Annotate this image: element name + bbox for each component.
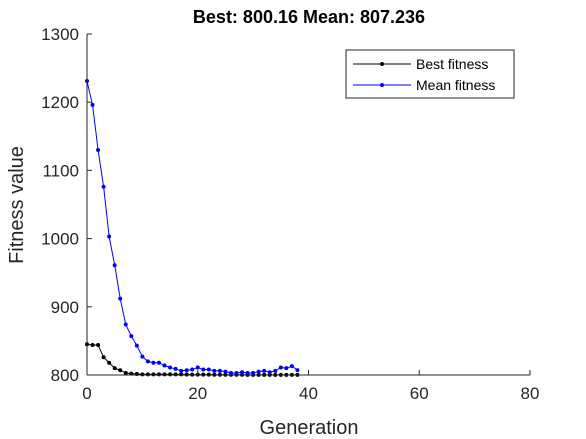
legend-marker-0 <box>380 62 384 66</box>
data-point <box>145 359 150 364</box>
x-tick-label: 60 <box>410 384 429 403</box>
data-point <box>256 369 261 374</box>
y-axis-label: Fitness value <box>6 146 28 264</box>
x-tick-label: 40 <box>299 384 318 403</box>
y-tick-label: 1300 <box>41 25 79 44</box>
data-point <box>140 372 145 377</box>
data-point <box>96 147 101 152</box>
data-point <box>295 368 300 373</box>
data-point <box>212 368 217 373</box>
data-point <box>101 184 106 189</box>
data-point <box>90 342 95 347</box>
data-point <box>101 355 106 360</box>
x-axis-label: Generation <box>260 417 359 439</box>
data-point <box>129 334 134 339</box>
data-point <box>156 372 161 377</box>
y-tick-label: 900 <box>51 298 79 317</box>
data-point <box>134 343 139 348</box>
legend-label-1: Mean fitness <box>416 77 495 93</box>
data-point <box>151 360 156 365</box>
data-point <box>284 366 289 371</box>
data-point <box>96 342 101 347</box>
data-point <box>273 368 278 373</box>
y-tick-label: 800 <box>51 366 79 385</box>
x-tick-label: 80 <box>521 384 540 403</box>
y-tick-label: 1200 <box>41 93 79 112</box>
data-point <box>145 372 150 377</box>
data-point <box>201 367 206 372</box>
data-point <box>173 366 178 371</box>
y-tick-label: 1000 <box>41 230 79 249</box>
data-point <box>262 368 267 373</box>
data-point <box>151 372 156 377</box>
data-point <box>245 370 250 375</box>
data-point <box>107 234 112 239</box>
data-point <box>223 369 228 374</box>
legend: Best fitness Mean fitness <box>345 49 515 99</box>
legend-marker-1 <box>380 83 384 87</box>
data-point <box>228 370 233 375</box>
data-point <box>206 367 211 372</box>
data-point <box>112 366 117 371</box>
data-point <box>112 263 117 268</box>
series-lines <box>85 79 300 377</box>
data-point <box>162 363 167 368</box>
legend-label-0: Best fitness <box>416 56 488 72</box>
data-point <box>118 296 123 301</box>
data-point <box>156 360 161 365</box>
data-point <box>240 370 245 375</box>
data-point <box>123 322 128 327</box>
x-tick-label: 20 <box>188 384 207 403</box>
data-point <box>278 365 283 370</box>
data-point <box>90 102 95 107</box>
x-tick-label: 0 <box>82 384 91 403</box>
data-point <box>179 372 184 377</box>
data-point <box>140 354 145 359</box>
data-point <box>123 370 128 375</box>
data-point <box>168 365 173 370</box>
data-point <box>195 365 200 370</box>
axes: 0 20 40 60 80 800 900 1000 1100 1200 1300 <box>41 25 539 403</box>
y-tick-label: 1100 <box>42 161 79 180</box>
data-point <box>289 364 294 369</box>
chart-title: Best: 800.16 Mean: 807.236 <box>193 7 425 27</box>
data-point <box>184 372 189 377</box>
data-point <box>179 368 184 373</box>
data-point <box>118 368 123 373</box>
data-point <box>267 370 272 375</box>
data-point <box>168 372 173 377</box>
data-point <box>173 372 178 377</box>
legend-box <box>345 49 515 99</box>
data-point <box>107 360 112 365</box>
data-point <box>162 372 167 377</box>
data-point <box>217 368 222 373</box>
data-point <box>251 370 256 375</box>
data-point <box>190 367 195 372</box>
data-point <box>234 370 239 375</box>
data-point <box>184 368 189 373</box>
